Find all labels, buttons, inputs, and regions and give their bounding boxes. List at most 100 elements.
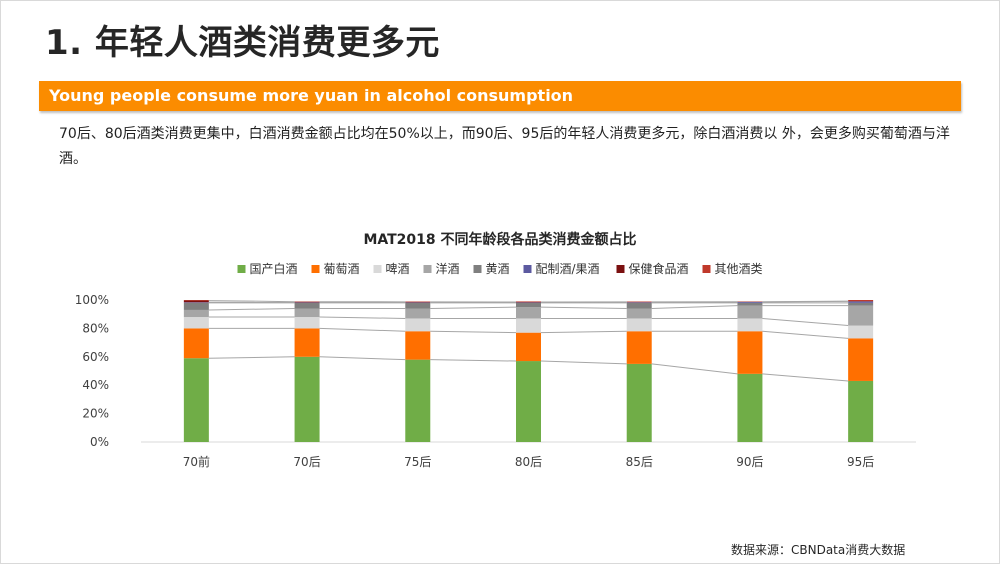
bar-segment bbox=[184, 302, 209, 303]
bar-segment bbox=[848, 306, 873, 326]
chart-title: MAT2018 不同年龄段各品类消费金额占比 bbox=[363, 231, 636, 248]
legend-label: 保健食品酒 bbox=[629, 261, 689, 276]
series-connector-line bbox=[762, 301, 848, 302]
legend-label: 啤酒 bbox=[386, 261, 410, 276]
x-axis: 70前 70后 75后 80后 85后 90后 95后 bbox=[183, 454, 875, 469]
series-connector-line bbox=[430, 307, 516, 308]
x-tick-label: 70前 bbox=[183, 454, 210, 469]
bar-segment bbox=[184, 317, 209, 328]
series-connector-line bbox=[430, 360, 516, 361]
legend-label: 配制酒/果酒 bbox=[536, 262, 600, 276]
series-connector-line bbox=[320, 317, 406, 318]
y-tick-label: 80% bbox=[82, 321, 109, 335]
bar-segment bbox=[737, 306, 762, 319]
bar-segment bbox=[184, 303, 209, 310]
bar-segment bbox=[184, 328, 209, 358]
bar-segment bbox=[405, 303, 430, 309]
legend-swatch bbox=[238, 265, 246, 273]
y-tick-label: 20% bbox=[82, 407, 109, 421]
y-tick-label: 40% bbox=[82, 378, 109, 392]
bar-segment bbox=[737, 302, 762, 303]
bar-segment bbox=[405, 302, 430, 303]
y-tick-label: 100% bbox=[75, 293, 109, 307]
bar-segment bbox=[627, 303, 652, 309]
bar-segment bbox=[295, 302, 320, 303]
legend-label: 国产白酒 bbox=[250, 261, 298, 276]
bar-segment bbox=[848, 301, 873, 302]
bar-segment bbox=[184, 310, 209, 317]
x-tick-label: 85后 bbox=[626, 455, 653, 469]
bar-segment bbox=[184, 358, 209, 442]
bar-segment bbox=[516, 333, 541, 361]
series-connector-line bbox=[209, 357, 295, 358]
bar-segment bbox=[295, 357, 320, 442]
bar-segment bbox=[184, 300, 209, 301]
bar-segment bbox=[737, 331, 762, 374]
bar-segment bbox=[848, 300, 873, 301]
legend-item: 国产白酒 bbox=[238, 261, 298, 276]
series-connector-line bbox=[652, 306, 738, 309]
legend-swatch bbox=[312, 265, 320, 273]
bar-segment bbox=[627, 364, 652, 442]
bar-segment bbox=[516, 303, 541, 307]
legend-label: 其他酒类 bbox=[715, 262, 763, 276]
legend-swatch bbox=[474, 265, 482, 273]
legend-item: 洋酒 bbox=[424, 261, 460, 276]
bar-segment bbox=[184, 301, 209, 303]
series-connector-line bbox=[320, 357, 406, 360]
x-tick-label: 95后 bbox=[847, 455, 874, 469]
x-tick-label: 90后 bbox=[736, 455, 763, 469]
bar-segment bbox=[627, 309, 652, 319]
bar-segment bbox=[405, 360, 430, 442]
legend-label: 洋酒 bbox=[436, 261, 460, 276]
legend-item: 其他酒类 bbox=[703, 262, 763, 276]
series-connector-line bbox=[430, 331, 516, 332]
bar-segment bbox=[627, 331, 652, 364]
series-connector-line bbox=[762, 331, 848, 338]
legend-swatch bbox=[617, 265, 625, 273]
x-tick-label: 80后 bbox=[515, 455, 542, 469]
series-connector-line bbox=[541, 361, 627, 364]
bar-segment bbox=[295, 303, 320, 309]
bar-segment bbox=[737, 374, 762, 442]
x-tick-label: 70后 bbox=[293, 455, 320, 469]
chart-legend: 国产白酒 葡萄酒 啤酒 洋酒 黄酒 配制酒/果酒 保健食品酒 其他酒类 bbox=[238, 261, 763, 276]
bar-segment bbox=[848, 338, 873, 381]
bar-segment bbox=[405, 309, 430, 319]
bar-segment bbox=[405, 318, 430, 331]
series-connector-line bbox=[209, 301, 295, 302]
legend-swatch bbox=[424, 265, 432, 273]
series-connector-line bbox=[541, 331, 627, 332]
series-connector-line bbox=[762, 374, 848, 381]
legend-item: 保健食品酒 bbox=[617, 261, 689, 276]
legend-label: 葡萄酒 bbox=[324, 262, 360, 276]
legend-swatch bbox=[703, 265, 711, 273]
bar-segment bbox=[848, 326, 873, 339]
bar-segment bbox=[295, 317, 320, 328]
bar-segment bbox=[627, 302, 652, 303]
series-connector-line bbox=[541, 307, 627, 308]
series-connector-line bbox=[209, 309, 295, 310]
legend-item: 配制酒/果酒 bbox=[524, 262, 600, 276]
bar-segment bbox=[405, 331, 430, 359]
bars bbox=[184, 300, 873, 442]
legend-item: 黄酒 bbox=[474, 262, 510, 276]
bar-segment bbox=[737, 318, 762, 331]
series-connector-line bbox=[652, 364, 738, 374]
legend-item: 啤酒 bbox=[374, 261, 410, 276]
y-axis: 0% 20% 40% 60% 80% 100% bbox=[75, 293, 109, 449]
legend-swatch bbox=[524, 265, 532, 273]
x-tick-label: 75后 bbox=[404, 455, 431, 469]
bar-segment bbox=[737, 303, 762, 306]
legend-label: 黄酒 bbox=[486, 262, 510, 276]
series-connector-line bbox=[320, 328, 406, 331]
bar-segment bbox=[516, 301, 541, 302]
bar-segment bbox=[516, 361, 541, 442]
legend-item: 葡萄酒 bbox=[312, 262, 360, 276]
y-tick-label: 60% bbox=[82, 350, 109, 364]
data-source-note: 数据来源：CBNData消费大数据 bbox=[731, 541, 905, 558]
bar-segment bbox=[516, 307, 541, 318]
y-tick-label: 0% bbox=[90, 435, 109, 449]
